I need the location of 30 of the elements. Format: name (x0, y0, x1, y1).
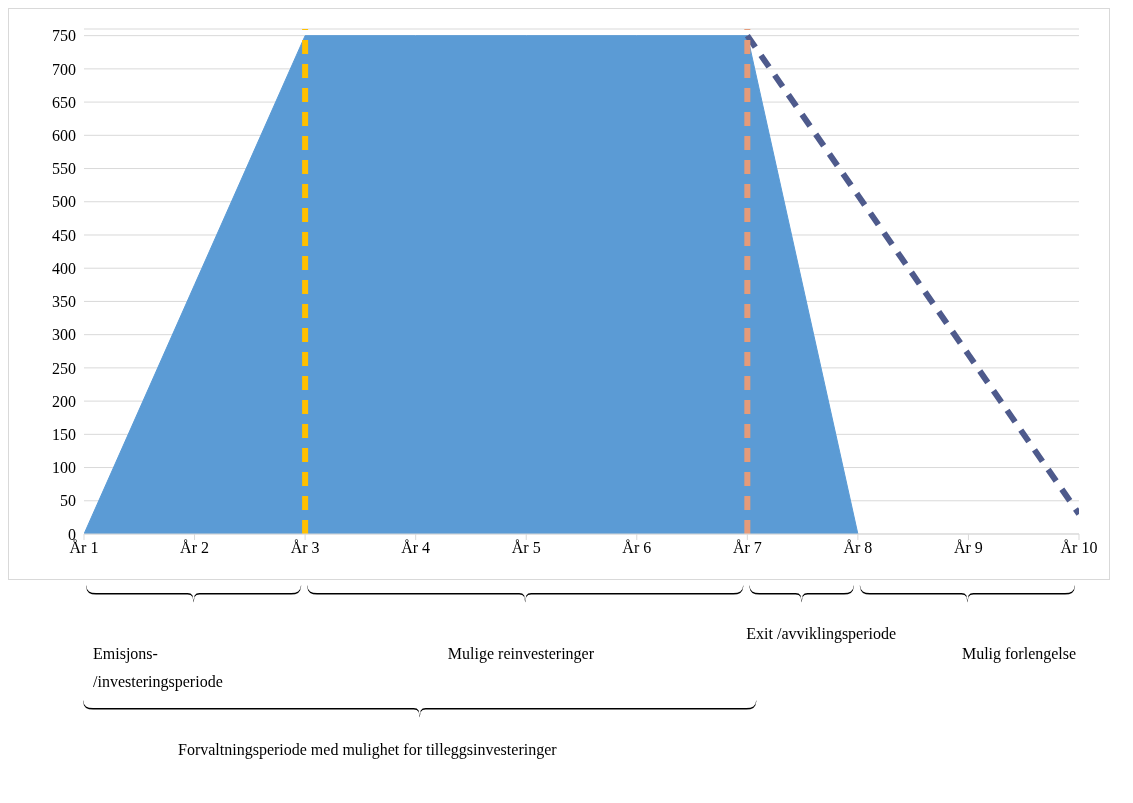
y-tick-label: 50 (60, 492, 76, 510)
x-tick-label: År 9 (954, 539, 983, 557)
text: Exit /avviklingsperiode (746, 624, 898, 645)
y-tick-label: 300 (52, 326, 76, 344)
x-tick-label: År 8 (843, 539, 873, 557)
y-tick-label: 550 (52, 160, 76, 178)
y-tick-label: 150 (52, 426, 76, 444)
y-tick-label: 400 (52, 259, 76, 277)
x-tick-label: År 10 (1060, 539, 1098, 557)
y-tick-label: 100 (52, 459, 76, 477)
text: Emisjons-/investeringsperiode (93, 644, 224, 693)
y-tick-label: 650 (52, 93, 76, 111)
x-tick-label: År 4 (401, 539, 431, 557)
y-tick-label: 750 (52, 27, 76, 45)
text: Mulig forlengelse (961, 644, 1078, 665)
y-tick-label: 450 (52, 226, 76, 244)
text: Forvaltningsperiode med mulighet for tilleggsinvesteringer (178, 741, 558, 759)
y-tick-label: 250 (52, 359, 76, 377)
x-tick-label: År 2 (180, 539, 209, 557)
x-tick-label: År 7 (732, 539, 762, 557)
x-tick-label: År 6 (622, 539, 652, 557)
text: Mulige reinvesteringer (447, 644, 595, 665)
x-tick-label: År 3 (290, 539, 320, 557)
y-tick-label: 700 (52, 60, 76, 78)
y-tick-label: 500 (52, 193, 76, 211)
y-tick-label: 350 (52, 293, 76, 311)
y-tick-label: 600 (52, 127, 76, 144)
y-tick-label: 200 (52, 392, 76, 410)
x-tick-label: År 5 (511, 539, 541, 557)
x-tick-label: År 1 (69, 539, 99, 557)
